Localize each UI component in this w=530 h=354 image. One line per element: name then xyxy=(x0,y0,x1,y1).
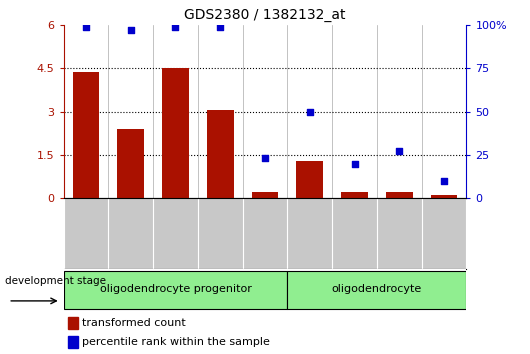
Text: transformed count: transformed count xyxy=(82,318,186,327)
Bar xyxy=(287,271,466,309)
Point xyxy=(395,149,403,154)
Point xyxy=(127,27,135,33)
Bar xyxy=(430,195,457,198)
Bar xyxy=(207,110,234,198)
Bar xyxy=(73,73,100,198)
Point xyxy=(216,24,225,29)
Bar xyxy=(386,192,413,198)
Text: development stage: development stage xyxy=(5,276,107,286)
Bar xyxy=(296,161,323,198)
Point xyxy=(350,161,359,166)
Bar xyxy=(341,192,368,198)
Point xyxy=(261,155,269,161)
Text: oligodendrocyte progenitor: oligodendrocyte progenitor xyxy=(100,284,251,295)
Point xyxy=(305,109,314,114)
Bar xyxy=(252,192,278,198)
Bar xyxy=(68,316,78,329)
Title: GDS2380 / 1382132_at: GDS2380 / 1382132_at xyxy=(184,8,346,22)
Point xyxy=(82,24,90,29)
Point xyxy=(171,24,180,29)
Bar xyxy=(162,68,189,198)
Text: percentile rank within the sample: percentile rank within the sample xyxy=(82,337,270,347)
Text: oligodendrocyte: oligodendrocyte xyxy=(332,284,422,295)
Bar xyxy=(117,129,144,198)
Bar xyxy=(68,336,78,348)
Bar xyxy=(64,271,287,309)
Point xyxy=(440,178,448,184)
